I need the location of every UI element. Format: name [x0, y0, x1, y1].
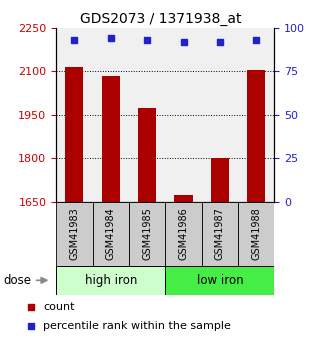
Point	[181, 39, 186, 44]
Text: GDS2073 / 1371938_at: GDS2073 / 1371938_at	[80, 12, 241, 26]
FancyBboxPatch shape	[129, 202, 165, 266]
Text: high iron: high iron	[84, 274, 137, 287]
Bar	[102, 76, 120, 202]
FancyBboxPatch shape	[92, 202, 129, 266]
Text: percentile rank within the sample: percentile rank within the sample	[43, 321, 231, 331]
Point	[28, 305, 33, 310]
Bar	[247, 70, 265, 202]
FancyBboxPatch shape	[238, 202, 274, 266]
Point	[28, 324, 33, 329]
Point	[108, 35, 113, 41]
Text: GSM41986: GSM41986	[178, 207, 188, 260]
Bar	[211, 158, 229, 202]
Bar	[65, 67, 83, 202]
Text: count: count	[43, 302, 74, 312]
FancyBboxPatch shape	[165, 266, 274, 295]
Point	[217, 39, 222, 44]
Text: GSM41985: GSM41985	[142, 207, 152, 260]
Bar	[174, 195, 193, 202]
Text: dose: dose	[3, 274, 31, 287]
FancyBboxPatch shape	[202, 202, 238, 266]
Text: GSM41988: GSM41988	[251, 207, 261, 260]
FancyBboxPatch shape	[165, 202, 202, 266]
Text: low iron: low iron	[196, 274, 243, 287]
Point	[144, 37, 150, 42]
Point	[72, 37, 77, 42]
Bar	[138, 108, 156, 202]
Point	[254, 37, 259, 42]
Text: GSM41983: GSM41983	[69, 207, 79, 260]
Text: GSM41984: GSM41984	[106, 207, 116, 260]
FancyBboxPatch shape	[56, 202, 92, 266]
FancyBboxPatch shape	[56, 266, 165, 295]
Text: GSM41987: GSM41987	[215, 207, 225, 260]
